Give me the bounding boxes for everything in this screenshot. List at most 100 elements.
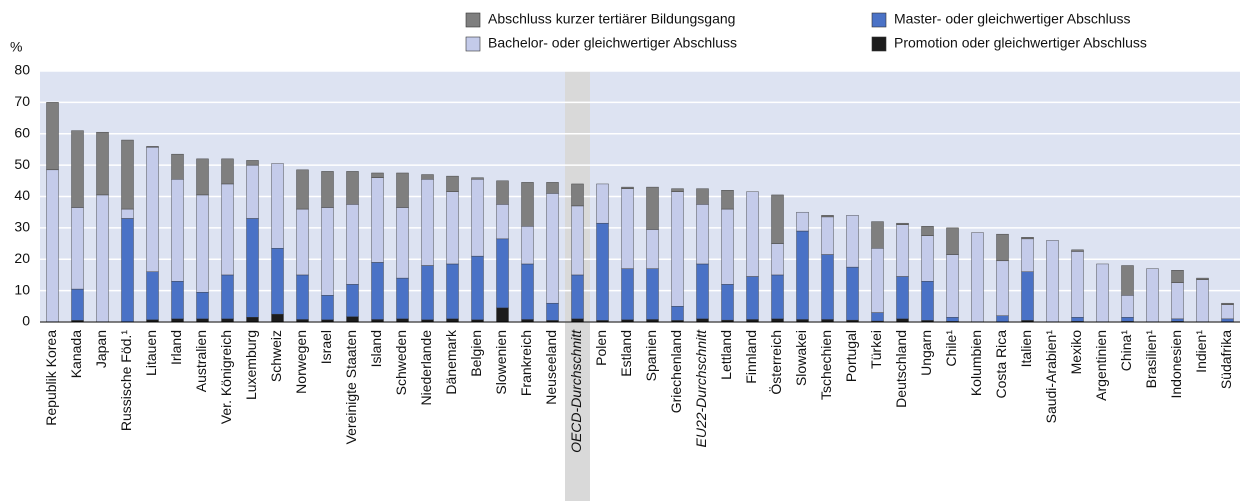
bar-segment <box>121 208 134 219</box>
bar-segment <box>71 130 84 208</box>
bar-segment <box>671 191 684 307</box>
legend-swatch <box>871 36 887 52</box>
x-tick-label: Südafrika <box>1218 330 1234 389</box>
bar-segment <box>221 274 234 320</box>
x-tick-label: Litauen <box>143 330 159 376</box>
bar-segment <box>71 207 84 290</box>
bar-segment <box>221 183 234 276</box>
bar-segment <box>221 158 234 185</box>
x-tick-label: Saudi-Arabien¹ <box>1043 330 1059 424</box>
legend-label: Bachelor- oder gleichwertiger Abschluss <box>488 35 737 51</box>
legend-label: Promotion oder gleichwertiger Abschluss <box>894 35 1147 51</box>
bar-segment <box>1071 249 1084 252</box>
bar-segment <box>671 306 684 321</box>
bar-segment <box>971 232 984 323</box>
bar-segment <box>471 255 484 321</box>
bar-segment <box>721 208 734 285</box>
bar-segment <box>946 317 959 322</box>
bar-segment <box>871 221 884 249</box>
x-tick-label: Israel <box>318 330 334 364</box>
bar-segment <box>796 230 809 320</box>
x-tick-label: Schweden <box>393 330 409 395</box>
bar-segment <box>446 175 459 192</box>
x-tick-label: Lettland <box>718 330 734 380</box>
x-tick-label: Estland <box>618 330 634 377</box>
bar-segment <box>246 317 259 323</box>
bar-segment <box>746 191 759 277</box>
y-axis-label: % <box>10 39 22 55</box>
bar-segment <box>1171 318 1184 322</box>
bar-segment <box>346 316 359 323</box>
bar-segment <box>196 194 209 293</box>
bar-segment <box>571 183 584 207</box>
x-tick-label: Portugal <box>843 330 859 382</box>
bar-segment <box>171 281 184 320</box>
bar-segment <box>721 284 734 321</box>
bar-segment <box>696 263 709 320</box>
bar-segment <box>896 222 909 225</box>
bar-segment <box>96 131 109 196</box>
bar-segment <box>421 179 434 266</box>
x-tick-label: Frankreich <box>518 330 534 396</box>
bar-segment <box>1196 279 1209 323</box>
x-tick-label: Türkei <box>868 330 884 369</box>
x-tick-label: Schweiz <box>268 330 284 382</box>
legend-label: Abschluss kurzer tertiärer Bildungsgang <box>488 11 735 27</box>
bar-segment <box>646 229 659 269</box>
bar-segment <box>696 204 709 265</box>
bar-segment <box>796 211 809 232</box>
bar-segment <box>621 186 634 189</box>
x-tick-label: Kanada <box>68 330 84 378</box>
x-tick-label: Japan <box>93 330 109 368</box>
y-tick-label: 50 <box>14 156 30 172</box>
bar-segment <box>596 183 609 224</box>
x-tick-label: Slowakei <box>793 330 809 386</box>
x-tick-label: EU22-Durchschnitt <box>693 329 709 448</box>
bar-segment <box>246 164 259 219</box>
x-tick-label: Tschechien <box>818 330 834 400</box>
y-tick-label: 70 <box>14 93 30 109</box>
x-tick-label: Niederlande <box>418 330 434 406</box>
bar-segment <box>771 243 784 276</box>
bar-segment <box>1196 277 1209 280</box>
bar-segment <box>371 262 384 320</box>
bar-segment <box>246 160 259 166</box>
bar-segment <box>146 271 159 321</box>
bar-segment <box>946 254 959 318</box>
bar-segment <box>346 284 359 317</box>
bar-segment <box>921 281 934 321</box>
bar-segment <box>946 227 959 255</box>
x-tick-label: Neuseeland <box>543 330 559 405</box>
bar-segment <box>996 315 1009 323</box>
legend-swatch <box>465 12 481 28</box>
bar-segment <box>421 174 434 180</box>
y-tick-label: 0 <box>22 313 30 329</box>
bar-segment <box>846 266 859 321</box>
bar-segment <box>1171 270 1184 283</box>
bar-segment <box>771 194 784 244</box>
bar-segment <box>846 215 859 268</box>
bar-segment <box>396 277 409 320</box>
x-tick-label: Kolumbien <box>968 330 984 396</box>
bar-segment <box>121 218 134 323</box>
bar-segment <box>921 226 934 236</box>
x-tick-label: Italien <box>1018 330 1034 367</box>
bar-segment <box>396 172 409 208</box>
x-tick-label: Dänemark <box>443 329 459 395</box>
bar-segment <box>246 218 259 318</box>
bar-segment <box>171 153 184 180</box>
bar-segment <box>321 171 334 208</box>
bar-segment <box>746 276 759 320</box>
x-tick-label: Ver. Königreich <box>218 330 234 424</box>
bar-segment <box>496 204 509 240</box>
bar-segment <box>596 222 609 321</box>
x-tick-label: Indonesien <box>1168 330 1184 399</box>
bar-segment <box>296 274 309 320</box>
x-tick-label: Brasilien¹ <box>1143 330 1159 389</box>
bar-segment <box>671 188 684 192</box>
bar-segment <box>446 191 459 265</box>
x-tick-label: Ungarn <box>918 330 934 376</box>
y-tick-label: 80 <box>14 62 30 78</box>
bar-segment <box>196 291 209 320</box>
